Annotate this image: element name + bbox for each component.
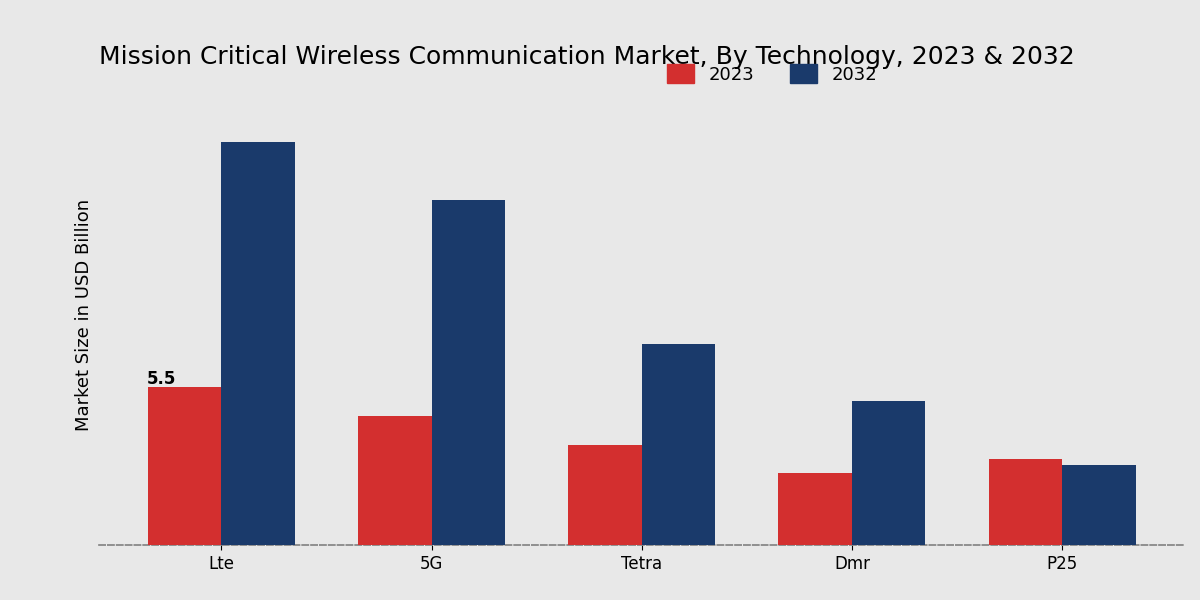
Bar bbox=[642, 344, 715, 545]
Y-axis label: Market Size in USD Billion: Market Size in USD Billion bbox=[74, 199, 92, 431]
Legend: 2023, 2032: 2023, 2032 bbox=[660, 57, 884, 91]
Text: Mission Critical Wireless Communication Market, By Technology, 2023 & 2032: Mission Critical Wireless Communication … bbox=[98, 45, 1074, 69]
Text: 5.5: 5.5 bbox=[146, 370, 176, 388]
Bar bbox=[989, 459, 1062, 545]
Bar bbox=[779, 473, 852, 545]
Bar bbox=[569, 445, 642, 545]
Bar bbox=[148, 387, 222, 545]
Bar bbox=[852, 401, 925, 545]
Bar bbox=[222, 142, 295, 545]
Bar bbox=[432, 200, 505, 545]
Bar bbox=[358, 416, 432, 545]
Bar bbox=[1062, 464, 1135, 545]
